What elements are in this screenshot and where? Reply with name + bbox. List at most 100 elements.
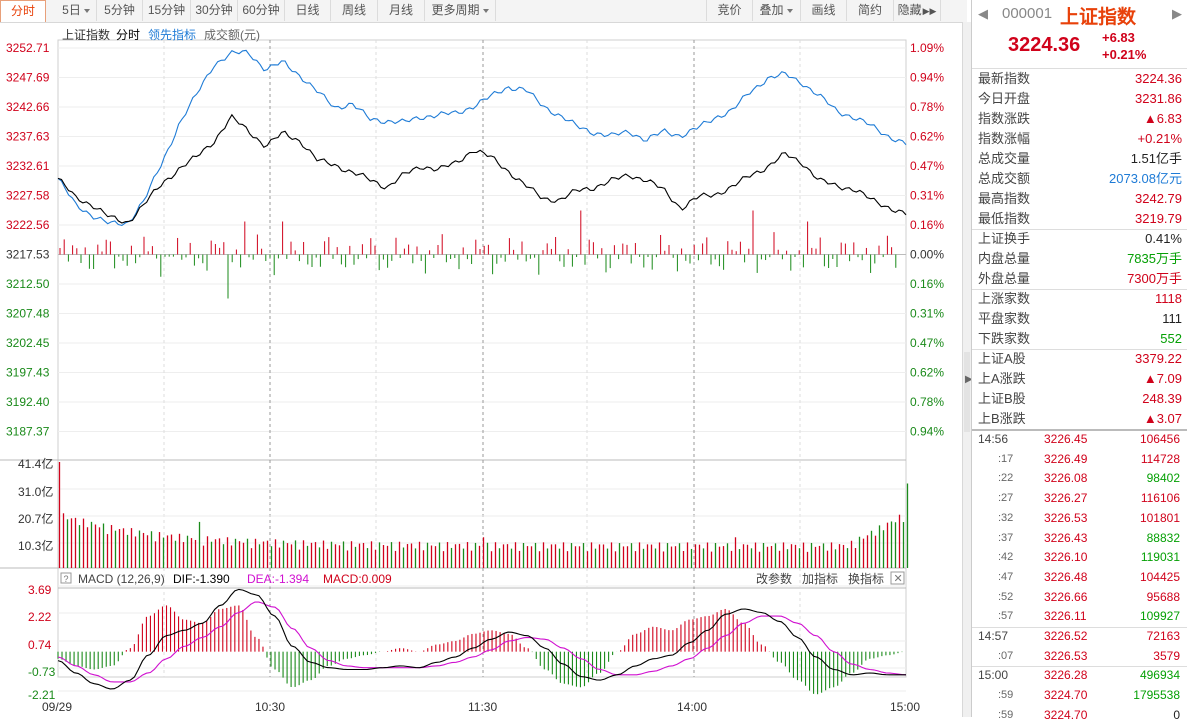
pct-axis-label: 0.78% [910,395,944,409]
tick-volume: 119031 [1140,550,1180,565]
tab-15min[interactable]: 15分钟 [143,0,191,21]
next-stock-icon[interactable]: ▶ [1172,6,1182,21]
lead-indicator-line [57,49,907,226]
dea-line [57,601,907,683]
switch-indicator-button[interactable]: 换指标 [848,571,884,586]
overlay-button[interactable]: 叠加 [752,0,801,21]
panel-splitter[interactable]: ▶ [962,22,973,717]
pct-axis-label: 0.16% [910,277,944,291]
tick-row: :52 3226.66 95688 [972,588,1187,608]
pct-axis-label: 0.94% [910,71,944,85]
tab-60min[interactable]: 60分钟 [238,0,285,21]
tick-price: 3226.53 [1044,648,1088,663]
volume-bars [58,462,909,568]
time-axis-label: 14:00 [677,700,707,714]
close-indicator-button[interactable] [890,571,905,585]
tab-5min[interactable]: 5分钟 [97,0,143,21]
tick-price: 3226.28 [1044,668,1088,683]
stat-row: 外盘总量 7300万手 [972,269,1187,289]
volume-axis-label: 41.4亿 [18,456,53,471]
prev-stock-icon[interactable]: ◀ [978,6,988,21]
tick-time: :52 [998,590,1014,603]
tick-volume: 1795538 [1133,688,1180,703]
draw-line-button[interactable]: 画线 [801,0,847,21]
price-axis-label: 3242.66 [6,100,50,114]
lead-volume-bars [59,210,897,299]
price-axis-label: 3247.69 [6,71,50,85]
tick-volume: 88832 [1146,530,1180,545]
stat-value: 1.51亿手 [1130,151,1182,166]
price-axis-label: 3197.43 [6,366,50,380]
stat-label: 最高指数 [978,191,1031,206]
change-params-button[interactable]: 改参数 [756,571,792,586]
stat-label: 外盘总量 [978,271,1031,286]
tab-weekly[interactable]: 周线 [331,0,378,21]
price-axis-label: 3187.37 [6,425,50,439]
stat-value: 552 [1160,331,1182,346]
stat-label: 上证B股 [978,391,1026,406]
tab-30min[interactable]: 30分钟 [191,0,238,21]
macd-axis-label: 3.69 [28,583,52,597]
tick-row: :32 3226.53 101801 [972,509,1187,529]
stat-label: 上涨家数 [978,291,1031,306]
tick-price: 3226.27 [1044,491,1088,506]
stat-value: ▲3.07 [1143,411,1182,426]
stat-row: 上证B股 248.39 [972,389,1187,409]
pct-axis-label: 0.00% [910,248,944,262]
pct-axis-label: 0.78% [910,100,944,114]
tick-row: :07 3226.53 3579 [972,647,1187,667]
splitter-handle[interactable] [964,352,970,432]
macd-axis-label: -0.73 [28,665,56,679]
pct-axis-label: 0.16% [910,218,944,232]
pct-axis-label: 0.47% [910,336,944,350]
tick-volume: 104425 [1139,569,1180,584]
tick-time: :42 [998,551,1014,564]
axis-labels: 3252.71 3247.69 3242.66 3237.63 3232.61 3227.… [6,41,944,714]
stat-label: 今日开盘 [978,91,1031,106]
price-axis-label: 3202.45 [6,336,50,350]
macd-title: MACD (12,26,9) [78,572,165,586]
tab-intraday[interactable]: 分时 [0,0,46,22]
macd-axis-label: 2.22 [28,610,52,624]
add-indicator-button[interactable]: 加指标 [802,571,838,586]
simple-button[interactable]: 简约 [847,0,894,21]
hide-button[interactable]: 隐藏▶▶ [894,0,941,21]
tab-5day[interactable]: 5日 [56,0,97,21]
stat-label: 总成交量 [978,151,1031,166]
stat-label: 下跌家数 [978,331,1031,346]
divider [972,627,1187,628]
tick-price: 3226.08 [1044,471,1088,486]
legend-lead-indicator[interactable]: 领先指标 [148,27,196,42]
tick-volume: 106456 [1139,432,1180,446]
price-axis-label: 3212.50 [6,277,50,291]
stat-value: 1118 [1155,291,1182,306]
stat-value: 7300万手 [1127,271,1182,286]
double-right-arrow-icon: ▶▶ [922,6,937,16]
intraday-chart[interactable]: 3252.71 3247.69 3242.66 3237.63 3232.61 3227.… [0,22,967,717]
tab-monthly[interactable]: 月线 [378,0,425,21]
stat-row: 上B涨跌 ▲3.07 [972,409,1187,429]
stat-value: 3242.79 [1135,191,1182,206]
stat-value: 2073.08亿元 [1109,171,1182,186]
price-axis-label: 3192.40 [6,395,50,409]
pct-axis-label: 0.47% [910,159,944,173]
tick-price: 3226.10 [1044,550,1088,565]
divider [972,349,1187,350]
tick-row: :17 3226.49 114728 [972,450,1187,470]
tick-row: :47 3226.48 104425 [972,568,1187,588]
tab-daily[interactable]: 日线 [285,0,331,21]
stat-label: 平盘家数 [978,311,1031,326]
tick-row: 14:56 3226.45 106456 [972,430,1187,450]
time-axis-label: 11:30 [468,700,497,714]
tick-row: :37 3226.43 88832 [972,529,1187,549]
index-price-line [57,113,907,224]
macd-dif-value: DIF:-1.390 [173,572,230,586]
macd-histogram [57,605,903,695]
stat-row: 平盘家数 111 [972,309,1187,329]
auction-button[interactable]: 竞价 [706,0,753,21]
tick-price: 3226.66 [1044,589,1088,604]
tick-volume: 95688 [1146,589,1180,604]
tab-more-periods[interactable]: 更多周期 [425,0,496,21]
help-icon[interactable] [60,572,72,584]
expand-arrow-icon[interactable]: ▶ [965,374,973,385]
